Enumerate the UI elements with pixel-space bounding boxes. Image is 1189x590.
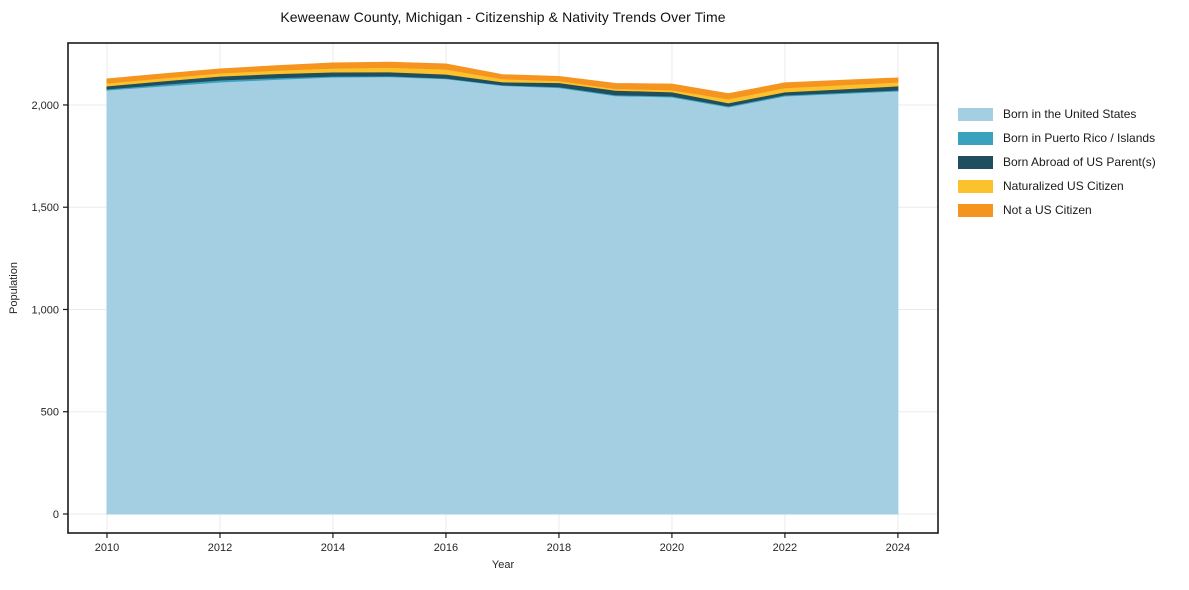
x-tick-label: 2024	[886, 542, 910, 554]
y-tick-label: 500	[41, 407, 59, 419]
chart-title: Keweenaw County, Michigan - Citizenship …	[280, 9, 726, 25]
x-tick-label: 2018	[547, 542, 571, 554]
legend-swatch	[958, 203, 993, 217]
legend-label: Naturalized US Citizen	[1003, 179, 1124, 193]
legend-item: Born in Puerto Rico / Islands	[958, 126, 1156, 150]
legend-label: Born in the United States	[1003, 107, 1137, 121]
legend-label: Born in Puerto Rico / Islands	[1003, 131, 1156, 145]
legend-item: Born in the United States	[958, 102, 1156, 126]
legend: Born in the United States Born in Puerto …	[958, 102, 1156, 222]
y-axis-label: Population	[8, 262, 20, 314]
y-tick-label: 2,000	[31, 100, 59, 112]
x-tick-label: 2016	[434, 542, 458, 554]
legend-label: Born Abroad of US Parent(s)	[1003, 155, 1156, 169]
y-tick-label: 0	[53, 509, 59, 521]
plot-frame	[67, 42, 939, 534]
x-axis-label: Year	[491, 559, 515, 571]
legend-swatch	[958, 179, 993, 193]
legend-swatch	[958, 155, 993, 169]
area-series-4	[106, 61, 899, 100]
area-series-0	[106, 76, 899, 515]
x-tick-label: 2022	[773, 542, 797, 554]
legend-item: Naturalized US Citizen	[958, 174, 1156, 198]
legend-swatch	[958, 131, 993, 145]
y-tick-label: 1,000	[31, 304, 59, 316]
y-tick-label: 1,500	[31, 202, 59, 214]
legend-item: Born Abroad of US Parent(s)	[958, 150, 1156, 174]
legend-item: Not a US Citizen	[958, 198, 1156, 222]
x-tick-label: 2014	[321, 542, 345, 554]
x-tick-label: 2010	[95, 542, 119, 554]
x-tick-label: 2012	[208, 542, 232, 554]
legend-swatch	[958, 107, 993, 121]
x-tick-label: 2020	[660, 542, 684, 554]
legend-label: Not a US Citizen	[1003, 203, 1092, 217]
